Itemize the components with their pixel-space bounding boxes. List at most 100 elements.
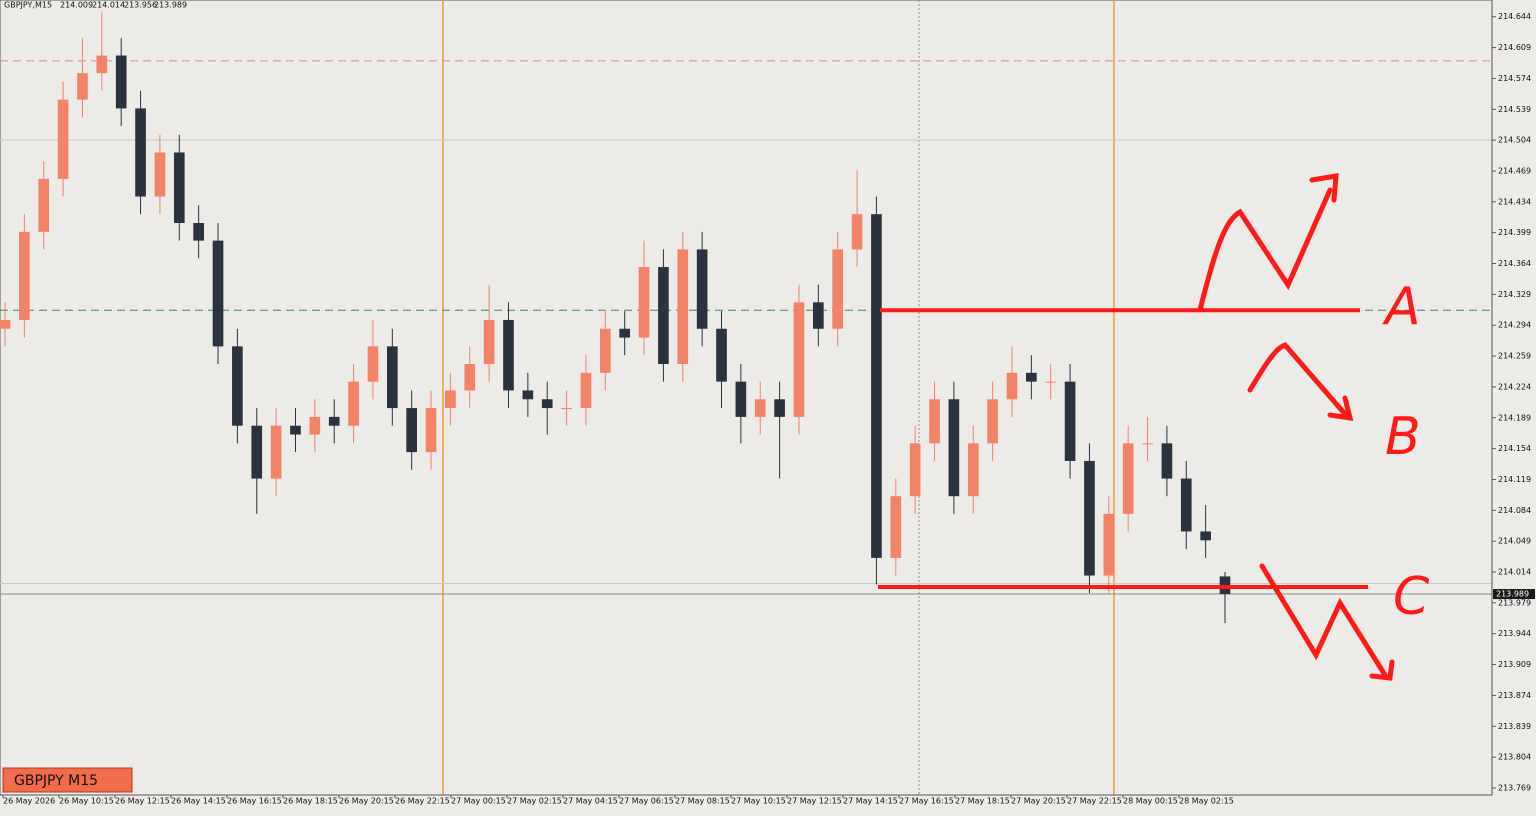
candle-body <box>406 408 417 453</box>
x-tick-label: 27 May 22:15 <box>1067 797 1122 806</box>
y-tick-label: 213.944 <box>1498 629 1531 638</box>
y-tick-label: 214.189 <box>1498 413 1531 422</box>
ohlc-low: 213.956 <box>124 1 157 10</box>
x-tick-label: 27 May 06:15 <box>619 797 674 806</box>
candle-body <box>1122 443 1134 514</box>
x-tick-label: 27 May 04:15 <box>563 797 618 806</box>
candle-body <box>77 73 88 100</box>
y-tick-label: 214.259 <box>1498 352 1531 361</box>
y-tick-label: 214.119 <box>1498 475 1531 484</box>
candle-body <box>619 328 631 338</box>
candle-body <box>232 346 243 426</box>
candle-body <box>967 443 979 497</box>
candle-body <box>851 214 863 250</box>
x-tick-label: 26 May 2026 <box>3 797 55 806</box>
candle-body <box>638 267 650 338</box>
x-tick-label: 26 May 18:15 <box>283 797 338 806</box>
candle-body <box>871 214 882 558</box>
x-tick-label: 26 May 22:15 <box>395 797 450 806</box>
y-tick-label: 214.609 <box>1498 43 1531 52</box>
ohlc-close: 213.989 <box>154 1 187 10</box>
candle-body <box>154 152 166 197</box>
candle-body <box>38 178 50 232</box>
candle-body <box>1064 381 1076 461</box>
levels <box>0 60 1492 595</box>
arrow-down <box>1259 563 1395 681</box>
candle-body <box>425 408 437 453</box>
candle-body <box>445 390 456 409</box>
y-tick-label: 214.469 <box>1498 166 1531 175</box>
candle-body <box>774 399 785 417</box>
candle-body <box>1103 513 1115 576</box>
y-axis: 214.644 214.609 214.574 214.539 214.504 214.4… <box>1491 0 1531 795</box>
candle-body <box>1045 381 1057 383</box>
candle-body <box>193 222 204 241</box>
x-tick-label: 27 May 00:15 <box>451 797 506 806</box>
x-tick-label: 27 May 08:15 <box>675 797 730 806</box>
candle-body <box>386 346 398 409</box>
y-tick-label: 213.874 <box>1498 691 1531 700</box>
price-tag <box>1493 589 1535 600</box>
y-tick-label: 214.434 <box>1498 197 1531 206</box>
y-tick-label: 213.979 <box>1498 598 1531 607</box>
y-tick-label: 214.329 <box>1498 290 1531 299</box>
candle-body <box>115 55 127 109</box>
candle-body <box>1142 443 1153 445</box>
y-tick-label: 213.839 <box>1498 722 1531 731</box>
x-tick-label: 27 May 14:15 <box>843 797 898 806</box>
y-tick-label: 214.014 <box>1498 568 1531 577</box>
y-tick-label: 214.539 <box>1498 105 1531 114</box>
x-axis: 26 May 2026 26 May 10:15 26 May 12:15 26 Ma… <box>0 794 1492 806</box>
y-tick-label: 214.084 <box>1498 506 1531 515</box>
candle-body <box>503 319 514 391</box>
arrow-mid <box>1247 342 1354 422</box>
x-tick-label: 28 May 00:15 <box>1123 797 1178 806</box>
y-tick-label: 214.399 <box>1498 228 1531 237</box>
candle-body <box>813 302 824 329</box>
symbol-header: GBPJPY,M15 <box>4 1 52 10</box>
candle-body <box>135 108 146 197</box>
x-tick-label: 27 May 18:15 <box>955 797 1010 806</box>
x-tick-label: 26 May 16:15 <box>227 797 282 806</box>
x-tick-label: 26 May 10:15 <box>59 797 114 806</box>
candle-body <box>251 425 263 479</box>
candle-body <box>658 267 669 365</box>
candle-body <box>1084 460 1095 576</box>
candle-body <box>1161 443 1173 479</box>
candle-body <box>173 152 185 223</box>
candle-body <box>1026 372 1037 382</box>
x-tick-label: 27 May 16:15 <box>899 797 954 806</box>
candle-body <box>1180 478 1192 532</box>
candle-body <box>1200 531 1211 541</box>
y-tick-label: 214.224 <box>1498 382 1531 391</box>
candle-body <box>464 364 476 391</box>
candle-body <box>290 425 301 435</box>
candle-body <box>328 416 340 426</box>
candle-body <box>909 443 921 497</box>
candle-body <box>541 399 553 409</box>
annotation-label: A <box>1382 277 1421 337</box>
arrow-up <box>1197 173 1339 313</box>
candle-body <box>677 249 689 365</box>
candle-body <box>929 399 940 444</box>
x-tick-label: 28 May 02:15 <box>1179 797 1234 806</box>
candle-body <box>580 372 592 409</box>
candle-body <box>599 328 611 373</box>
x-tick-label: 26 May 12:15 <box>115 797 170 806</box>
price-tag-label: 213.989 <box>1496 590 1529 599</box>
candle-body <box>735 381 747 417</box>
candle-body <box>832 249 844 329</box>
ohlc-high: 214.014 <box>92 1 125 10</box>
candle-body <box>987 399 998 444</box>
x-tick-label: 26 May 14:15 <box>171 797 226 806</box>
candle-body <box>696 249 708 329</box>
candle-body <box>793 302 805 417</box>
symbol-box <box>2 767 133 793</box>
candle-body <box>212 240 224 347</box>
y-tick-label: 213.804 <box>1498 753 1531 762</box>
y-tick-label: 214.504 <box>1498 136 1531 145</box>
candle-body <box>890 496 902 558</box>
ohlc-open: 214.009 <box>60 1 93 10</box>
